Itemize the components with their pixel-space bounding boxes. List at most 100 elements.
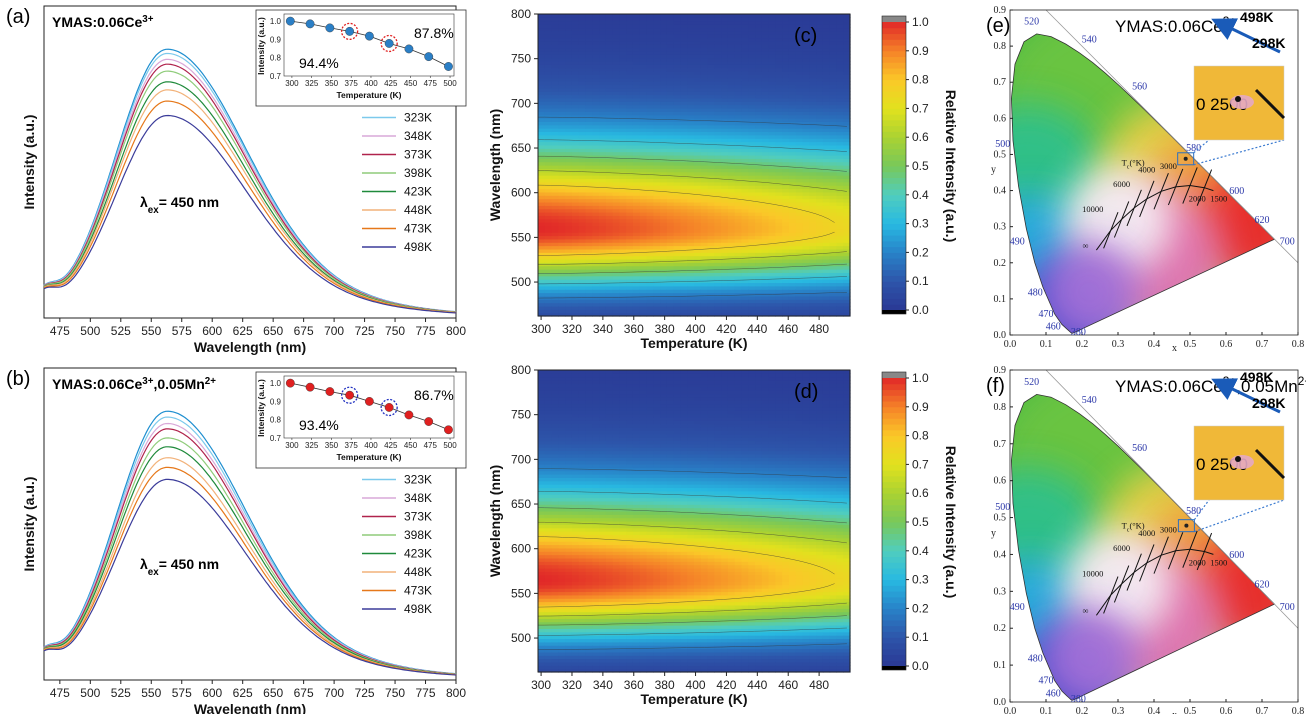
x-tick-label: 625: [233, 686, 253, 700]
colorbar-cell: [882, 108, 906, 114]
colorbar-cell: [882, 154, 906, 160]
inset-point: [365, 32, 373, 40]
colorbar-cell: [882, 120, 906, 126]
x-tick-label: 600: [202, 324, 222, 338]
inset-x-tick-label: 475: [424, 79, 438, 88]
colorbar-cell: [882, 229, 906, 235]
heatmap-cell: [741, 14, 748, 18]
colorbar-tick-label: 0.2: [912, 245, 929, 259]
x-tick-label: 360: [624, 322, 644, 336]
heatmap-cell: [647, 14, 654, 18]
x-tick-label: 420: [716, 322, 736, 336]
heatmap-cell: [728, 14, 735, 18]
heatmap-cell: [735, 14, 742, 18]
x-tick-label: 475: [50, 686, 70, 700]
heatmap-cell: [796, 14, 803, 18]
chart-title: YMAS:0.06Ce3+: [52, 14, 154, 31]
heatmap-cell: [755, 14, 762, 18]
colorbar-cell: [882, 160, 906, 166]
heatmap-cell: [545, 14, 552, 18]
heatmap-cell: [619, 14, 626, 18]
inset-point: [405, 411, 413, 419]
inset-y-tick-label: 1.0: [270, 379, 282, 388]
colorbar-cell: [882, 85, 906, 91]
colorbar-cell: [882, 114, 906, 120]
heatmap-cell: [640, 14, 647, 18]
heatmap-cell: [701, 14, 708, 18]
x-tick-label: 340: [593, 322, 613, 336]
colorbar-tick-label: 0.8: [912, 73, 929, 87]
inset-point: [286, 17, 294, 25]
inset-y-axis-label: Intensity (a.u.): [256, 17, 266, 75]
y-tick-label: 600: [511, 186, 531, 200]
x-tick-label: 675: [294, 686, 314, 700]
heatmap-cell: [552, 14, 559, 18]
heatmap-cell: [660, 14, 667, 18]
heatmap-cell: [836, 14, 843, 18]
colorbar-cell: [882, 166, 906, 172]
colorbar-cell: [882, 275, 906, 281]
colorbar-label: Relative Intensity (a.u.): [943, 90, 959, 242]
inset-percent-left: 94.4%: [299, 55, 339, 71]
x-tick-label: 750: [385, 686, 405, 700]
colorbar-tick-label: 0.5: [912, 159, 929, 173]
heatmap-cell: [558, 370, 565, 374]
legend-label: 473K: [404, 222, 432, 236]
x-tick-label: 800: [446, 686, 466, 700]
inset-y-tick-label: 0.9: [270, 35, 282, 44]
colorbar-cell: [882, 62, 906, 68]
inset-x-tick-label: 400: [364, 79, 378, 88]
inset-y-tick-label: 1.0: [270, 17, 282, 26]
legend-label: 473K: [404, 584, 432, 598]
heatmap-cell: [538, 14, 545, 18]
colorbar-tick-label: 0.4: [912, 188, 929, 202]
colorbar-cell: [882, 68, 906, 74]
excitation-annotation: λex= 450 nm: [140, 556, 219, 578]
colorbar-cell: [882, 241, 906, 247]
colorbar-cell: [882, 201, 906, 207]
chart-title: YMAS:0.06Ce3+,0.05Mn2+: [52, 376, 216, 393]
heatmap-cell: [592, 14, 599, 18]
heatmap-cell: [809, 14, 816, 18]
colorbar-cell: [882, 103, 906, 109]
x-tick-label: 525: [111, 324, 131, 338]
inset-y-tick-label: 0.7: [270, 72, 282, 81]
x-tick-label: 320: [562, 322, 582, 336]
inset-y-tick-label: 0.9: [270, 397, 282, 406]
legend-label: 448K: [404, 203, 432, 217]
heatmap-cell: [545, 370, 552, 374]
inset-percent-right: 87.8%: [414, 25, 454, 41]
x-tick-label: 550: [141, 686, 161, 700]
colorbar-cell: [882, 91, 906, 97]
inset-y-tick-label: 0.7: [270, 434, 282, 443]
colorbar-cell: [882, 218, 906, 224]
x-tick-label: 700: [324, 686, 344, 700]
legend-label: 398K: [404, 166, 432, 180]
inset-point: [306, 383, 314, 391]
inset-x-tick-label: 475: [424, 441, 438, 450]
inset-point: [385, 39, 393, 47]
heatmap-cell: [782, 14, 789, 18]
heatmap-cell: [762, 14, 769, 18]
x-tick-label: 575: [172, 324, 192, 338]
colorbar-tick-label: 0.1: [912, 274, 929, 288]
inset-percent-right: 86.7%: [414, 387, 454, 403]
heatmap-cell: [687, 14, 694, 18]
colorbar-cell: [882, 149, 906, 155]
inset-x-axis-label: Temperature (K): [336, 90, 401, 100]
inset-point: [444, 62, 452, 70]
colorbar-cell: [882, 189, 906, 195]
inset-y-axis-label: Intensity (a.u.): [256, 379, 266, 437]
inset-point: [424, 417, 432, 425]
heatmap-cell: [599, 14, 606, 18]
inset-x-tick-label: 300: [285, 441, 299, 450]
colorbar-cell: [882, 206, 906, 212]
legend-label: 373K: [404, 510, 432, 524]
legend-label: 373K: [404, 148, 432, 162]
colorbar-cell: [882, 126, 906, 132]
y-tick-label: 800: [511, 7, 531, 21]
colorbar-cell: [882, 252, 906, 258]
y-axis-label: Wavelength (nm): [487, 109, 503, 221]
heatmap-cell: [769, 14, 776, 18]
